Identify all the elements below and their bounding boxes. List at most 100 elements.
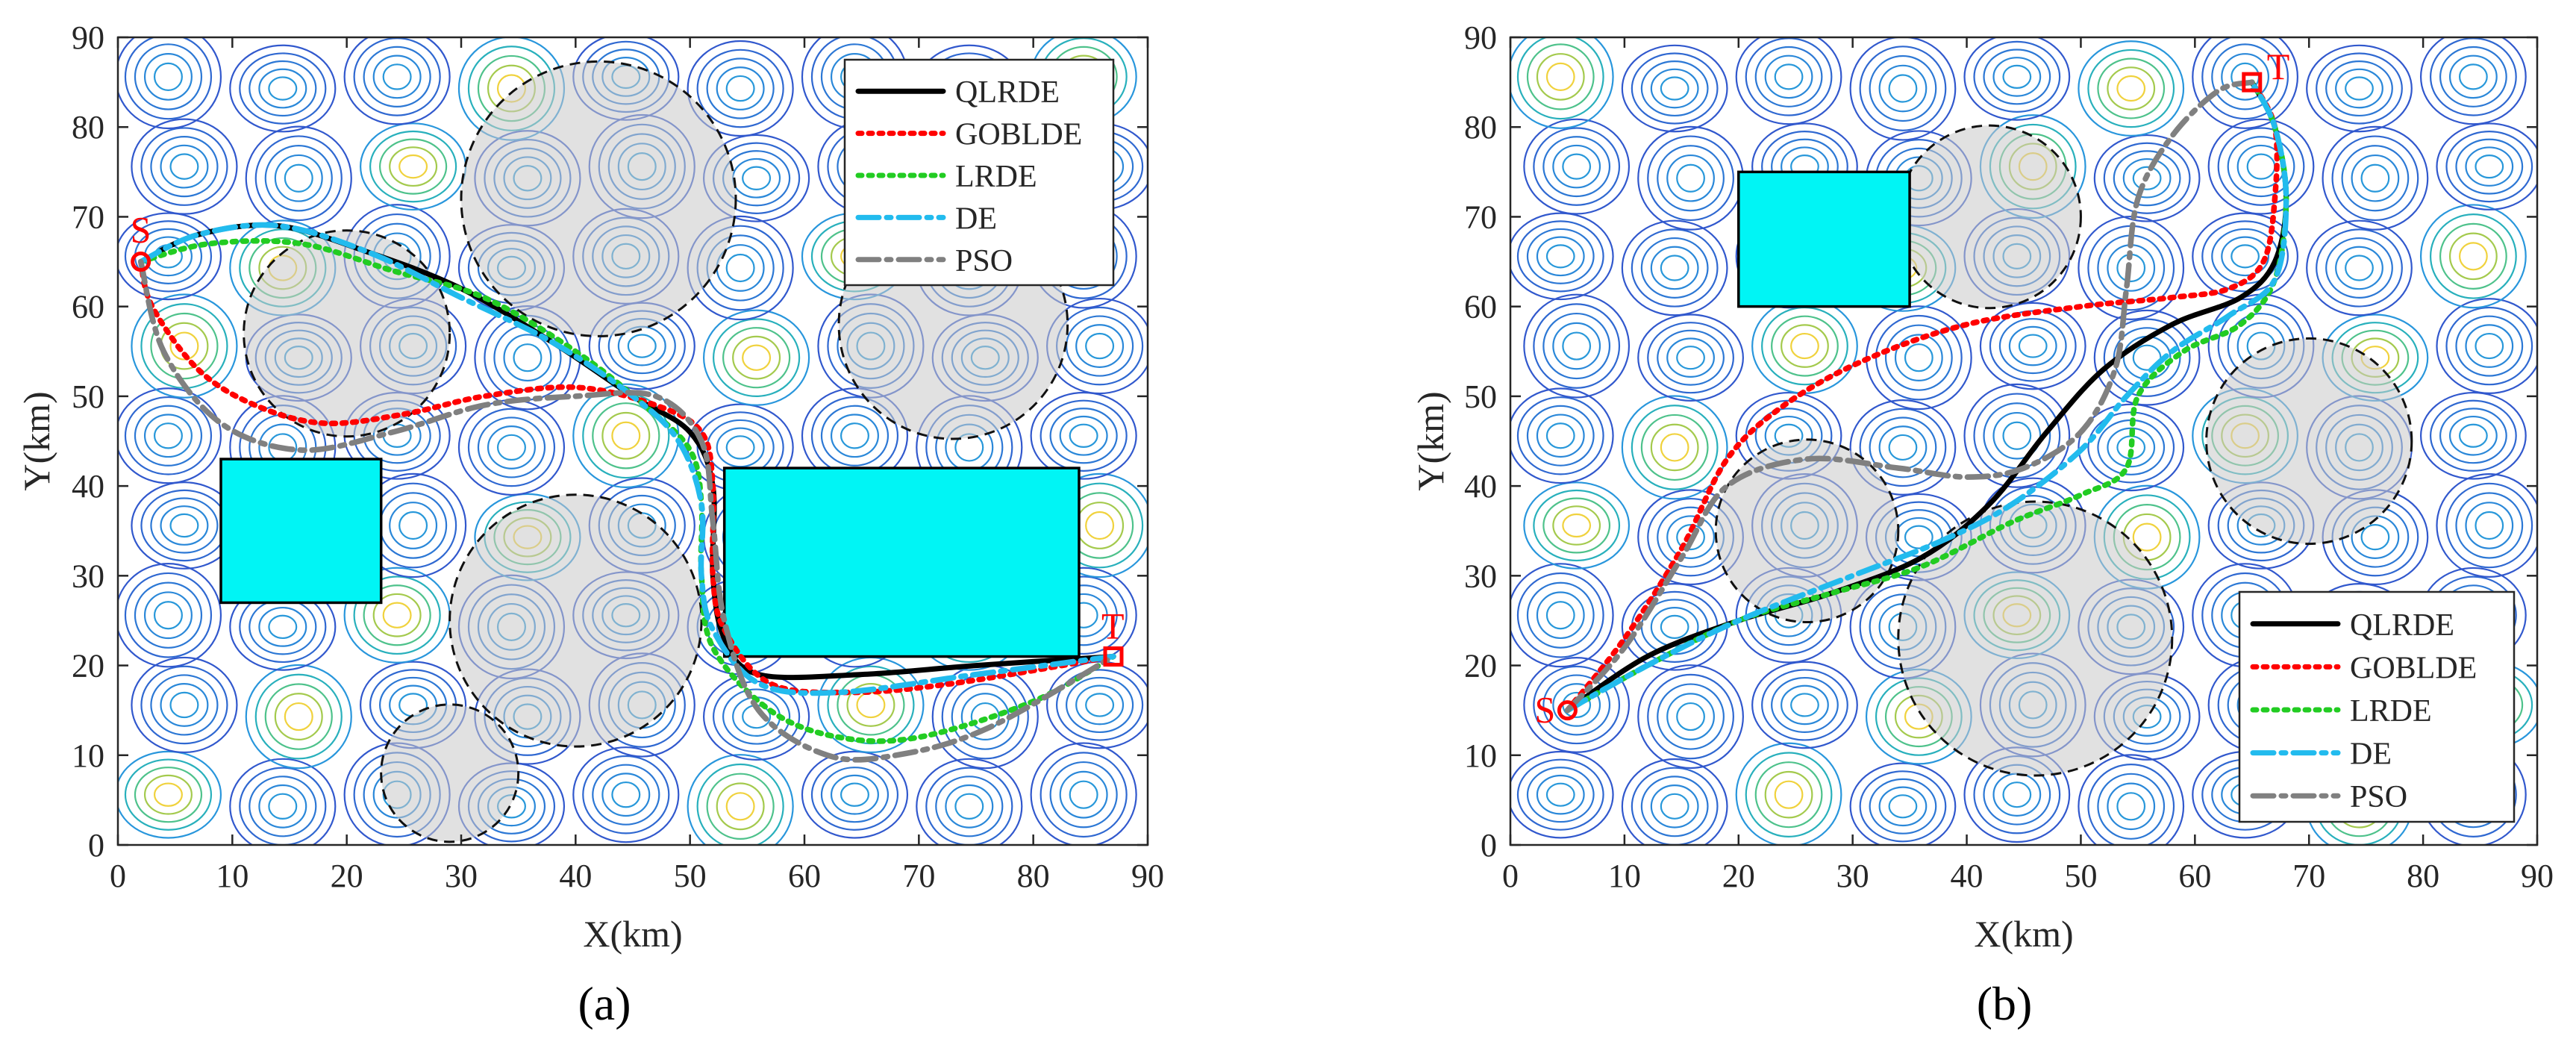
contour-line: [2103, 142, 2191, 214]
contour-line: [160, 505, 209, 546]
contour-line: [1676, 702, 1705, 731]
contour-line: [716, 66, 765, 110]
path-series: [1564, 79, 2289, 714]
contour-line: [1637, 313, 1744, 402]
contour-line: [2306, 44, 2413, 133]
contour-line: [1533, 303, 1621, 389]
axes-a: 0 10 20 30 40 50 60 70 80 90 0 10 20 30 40 50 60 70 80 90: [72, 19, 1164, 894]
contour-line: [1774, 63, 1804, 90]
contour-line: [2087, 764, 2175, 845]
contour-line: [1545, 244, 1575, 269]
contour-line: [1647, 673, 1734, 760]
contour-line: [945, 784, 994, 829]
contour-line: [830, 774, 879, 815]
contour-line: [2351, 154, 2400, 202]
contour-line: [1526, 228, 1595, 284]
contour-line: [2192, 212, 2299, 301]
contour-line: [2103, 318, 2191, 397]
y-tick-label: 90: [1464, 19, 1497, 56]
contour-line: [846, 683, 895, 727]
x-axis-label-b: X(km): [1974, 913, 2073, 955]
contour-line: [2445, 131, 2533, 203]
contour-line: [134, 405, 203, 467]
contour-line: [1764, 54, 1813, 99]
contour-line: [2018, 334, 2048, 358]
contour-line: [2419, 391, 2527, 480]
contour-line: [2002, 64, 2032, 89]
contour-line: [124, 396, 213, 475]
contour-line: [2335, 68, 2383, 109]
contour-line: [722, 688, 791, 745]
contour-line: [1523, 657, 1631, 753]
contour-line: [1049, 408, 1118, 464]
contour-line: [1621, 44, 1728, 133]
y-tick-label: 60: [1464, 289, 1497, 325]
contour-line: [239, 52, 327, 125]
contour-line: [1650, 246, 1699, 290]
x-tick-label: 80: [1017, 858, 1050, 894]
contour-line: [1631, 405, 1719, 490]
contour-line: [1781, 684, 1829, 726]
contour-line: [725, 435, 755, 460]
contour-line: [2107, 782, 2156, 831]
path-series: [137, 222, 1116, 763]
contour-line: [1859, 408, 1947, 487]
contour-line: [131, 118, 238, 215]
contour-line: [1049, 761, 1118, 829]
target-marker: [2242, 72, 2263, 93]
contour-line: [582, 755, 670, 834]
contour-line: [1621, 219, 1728, 316]
legend-label-de: DE: [2350, 737, 2392, 772]
y-axis-label-a: Y(km): [16, 391, 57, 490]
contour-line: [840, 782, 869, 807]
legend-label-pso: PSO: [955, 244, 1013, 278]
contour-line: [1516, 396, 1604, 475]
contour-line: [1666, 154, 1715, 202]
target-label: T: [2267, 46, 2290, 87]
contour-line: [487, 425, 536, 469]
y-tick-label: 90: [72, 19, 104, 56]
contour-line: [140, 127, 228, 206]
contour-line: [131, 293, 238, 399]
contour-line: [954, 793, 984, 820]
contour-line: [1523, 293, 1631, 399]
start-marker: [131, 252, 151, 272]
contour-line: [1963, 383, 2071, 488]
contour-line: [150, 136, 219, 198]
contour-line: [124, 572, 213, 658]
contour-line: [118, 387, 222, 484]
contour-line: [1771, 676, 1839, 733]
contour-line: [916, 758, 1023, 845]
contour-line: [2360, 524, 2390, 551]
panel-label-a: (a): [578, 977, 631, 1030]
contour-line: [1676, 163, 1705, 193]
contour-line: [1526, 767, 1595, 823]
contour-line: [1552, 505, 1601, 546]
contour-line: [1040, 752, 1128, 838]
endpoint-markers: ST: [131, 209, 1125, 667]
contour-line: [143, 52, 193, 101]
y-tick-label: 10: [1464, 737, 1497, 774]
contour-line: [1973, 40, 2061, 113]
series-line-de: [1564, 79, 2289, 714]
contour-line: [118, 750, 222, 839]
contour-line: [801, 750, 909, 839]
contour-line: [1065, 676, 1134, 734]
contour-line: [2360, 163, 2390, 193]
contour-line: [467, 408, 556, 487]
contour-line: [2458, 242, 2488, 271]
contour-line: [725, 75, 755, 102]
contour-line: [2465, 324, 2514, 368]
contour-line: [1888, 74, 1918, 103]
contour-line: [1085, 693, 1115, 717]
contour-line: [1562, 513, 1592, 538]
contour-line: [1536, 236, 1585, 277]
contour-line: [1761, 669, 1848, 741]
x-tick-label: 70: [902, 858, 935, 894]
contour-line: [118, 563, 222, 668]
contour-line: [1894, 334, 1943, 381]
y-tick-label: 10: [72, 737, 104, 774]
contour-line: [378, 138, 448, 195]
contour-line: [2475, 332, 2504, 360]
